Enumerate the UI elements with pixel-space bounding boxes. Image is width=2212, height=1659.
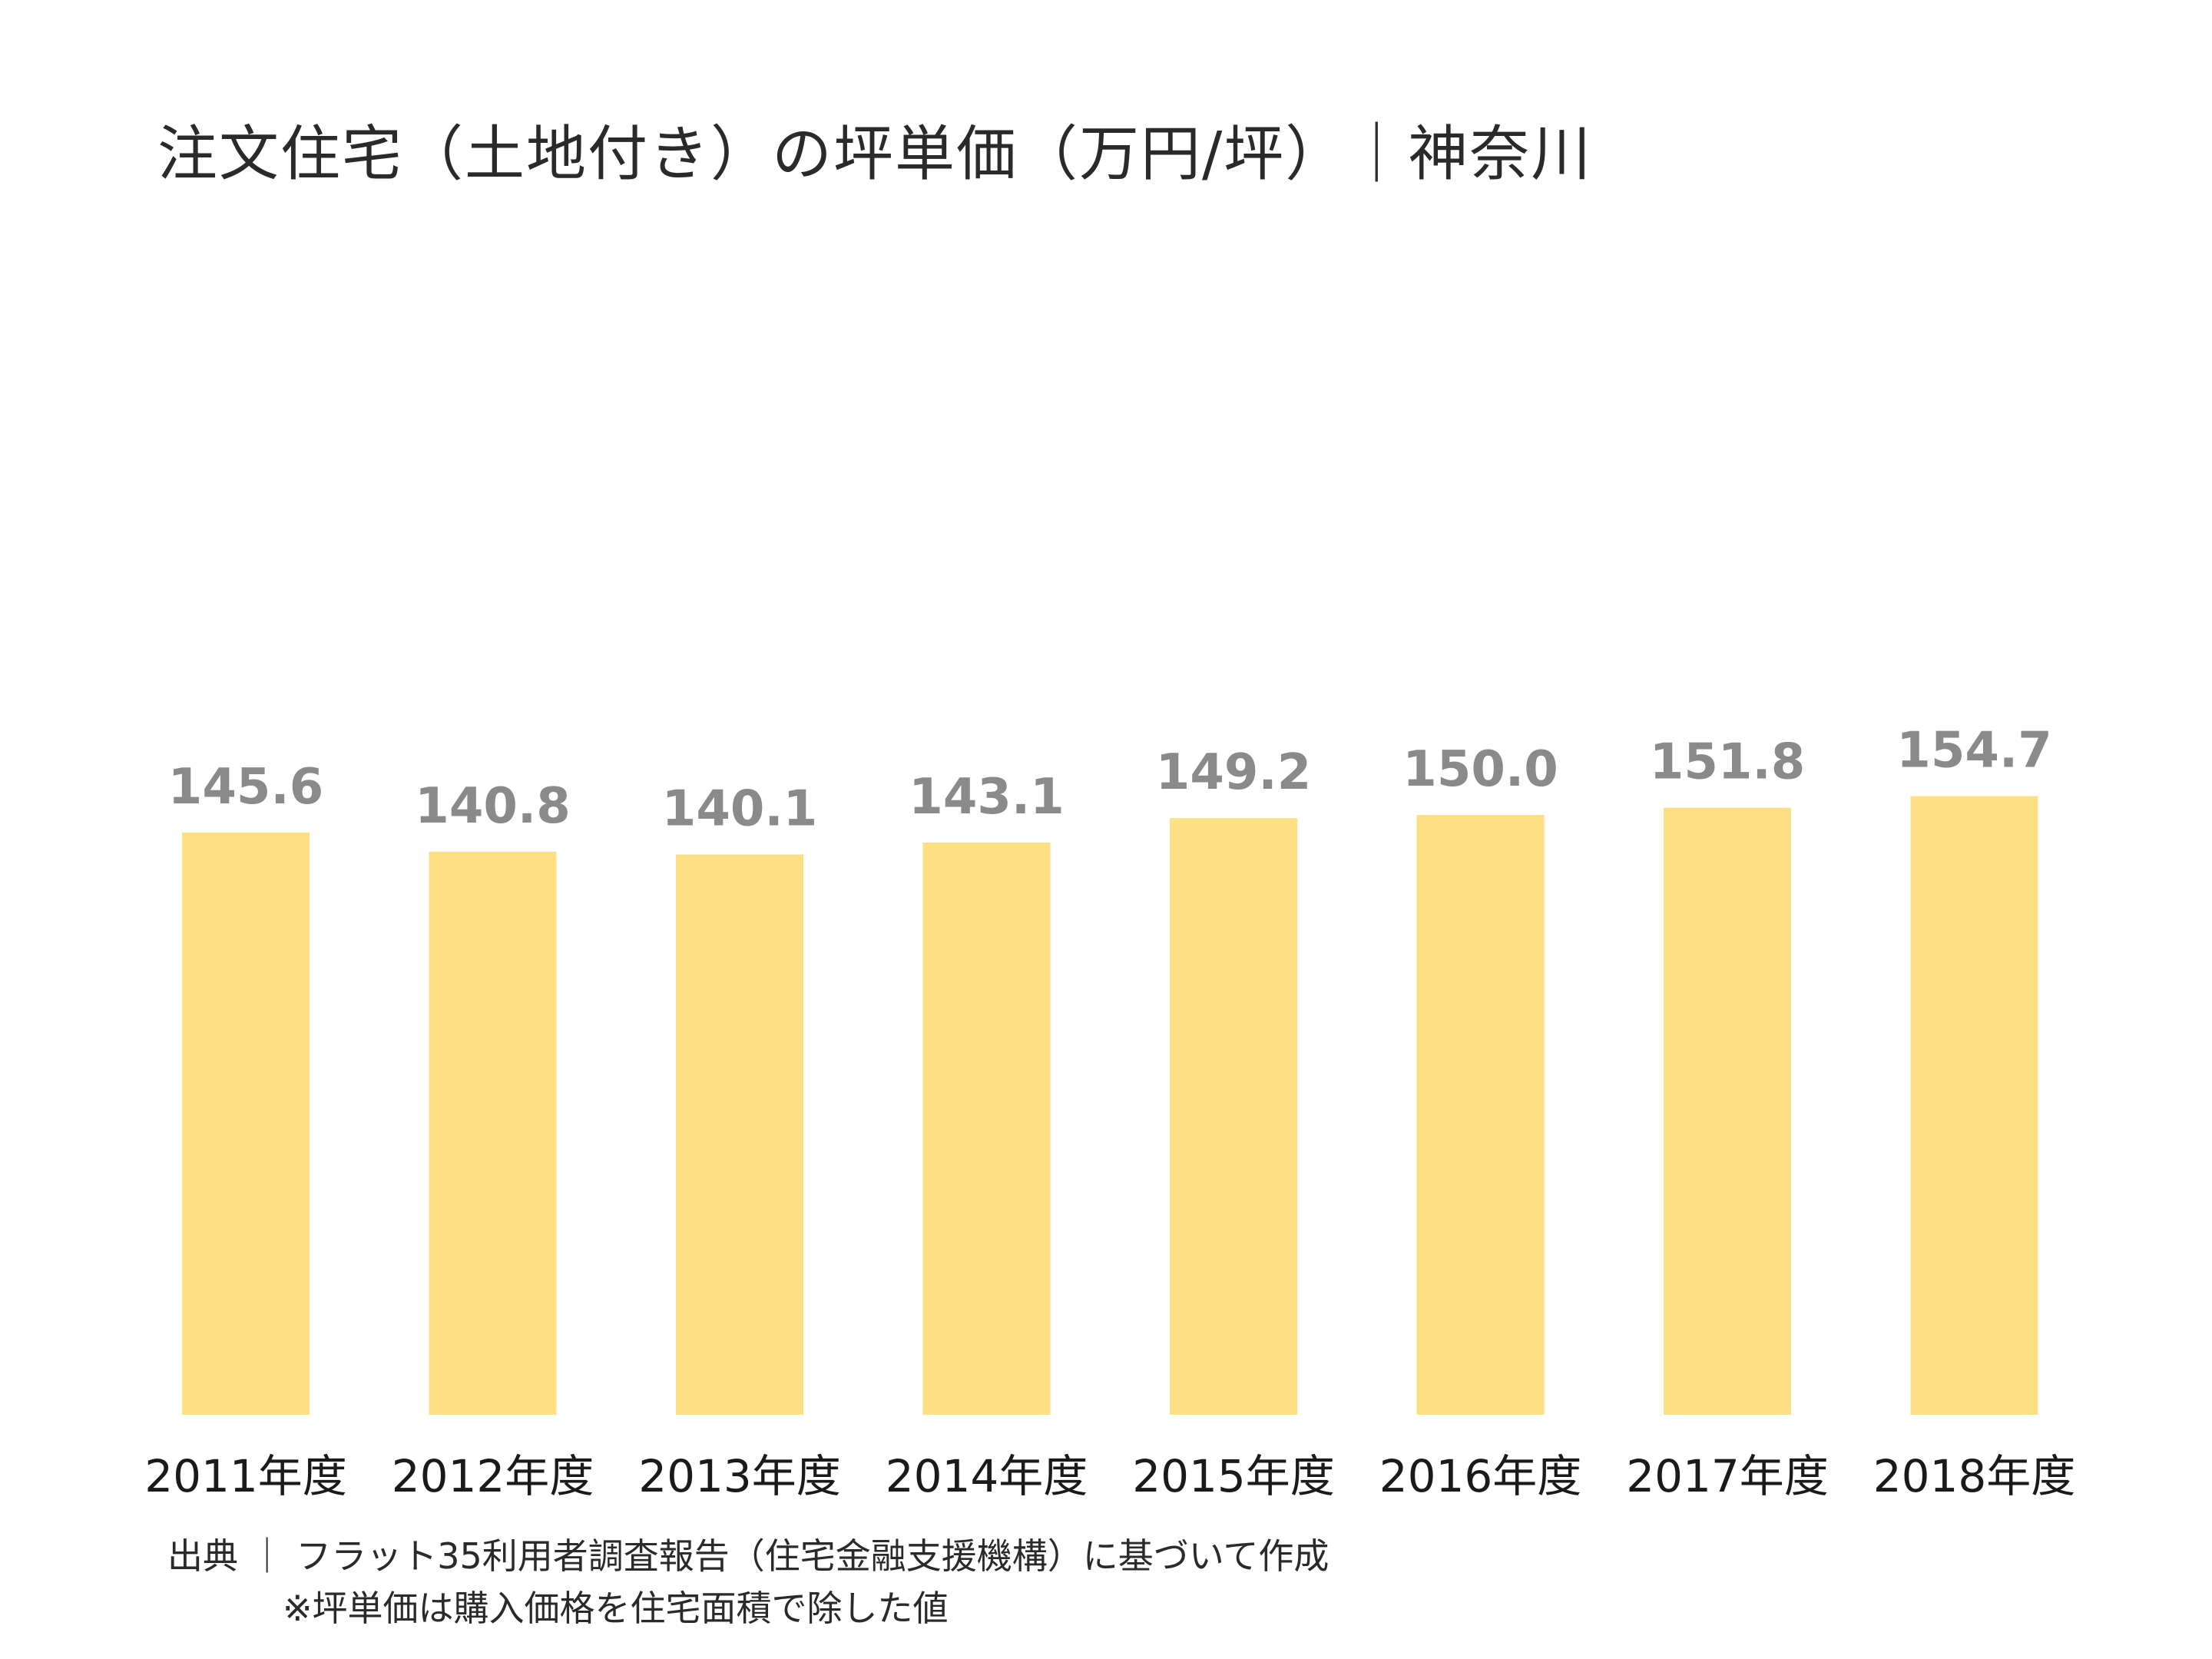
bars-layer <box>182 796 2038 1415</box>
bar-2012年度 <box>429 851 557 1415</box>
category-label-2016年度: 2016年度 <box>1379 1450 1582 1502</box>
bar-2011年度 <box>182 832 310 1415</box>
chart-title: 注文住宅（土地付き）の坪単価（万円/坪）｜神奈川 <box>157 120 1593 189</box>
bar-2015年度 <box>1170 818 1297 1415</box>
value-label-2012年度: 140.8 <box>415 778 570 835</box>
value-label-2017年度: 151.8 <box>1650 734 1805 791</box>
bar-2014年度 <box>922 842 1051 1415</box>
value-label-2013年度: 140.1 <box>662 781 817 838</box>
bar-2017年度 <box>1664 807 1791 1415</box>
category-label-2013年度: 2013年度 <box>638 1450 841 1502</box>
category-label-2015年度: 2015年度 <box>1132 1450 1335 1502</box>
category-label-2011年度: 2011年度 <box>144 1450 347 1502</box>
category-label-2017年度: 2017年度 <box>1626 1450 1829 1502</box>
value-label-2015年度: 149.2 <box>1156 744 1311 801</box>
source-note: 出典 ｜ フラット35利用者調査報告（住宅金融支援機構）に基づいて作成 <box>167 1535 1330 1577</box>
value-label-2011年度: 145.6 <box>168 759 323 816</box>
value-label-2018年度: 154.7 <box>1896 723 2051 780</box>
value-label-2016年度: 150.0 <box>1402 741 1558 798</box>
category-label-2012年度: 2012年度 <box>392 1450 594 1502</box>
value-labels-layer: 145.6 140.8 140.1 143.1 149.2 150.0 151.8 154.7 <box>168 723 2052 838</box>
value-label-2014年度: 143.1 <box>909 769 1064 826</box>
bar-2013年度 <box>676 854 803 1415</box>
category-labels-layer: 2011年度 2012年度 2013年度 2014年度 2015年度 2016年度 2017… <box>144 1450 2075 1502</box>
bar-2018年度 <box>1910 796 2038 1415</box>
category-label-2014年度: 2014年度 <box>886 1450 1088 1502</box>
category-label-2018年度: 2018年度 <box>1873 1450 2076 1502</box>
bar-2016年度 <box>1416 815 1545 1415</box>
method-note: ※坪単価は購入価格を住宅面積で除した値 <box>283 1588 949 1629</box>
